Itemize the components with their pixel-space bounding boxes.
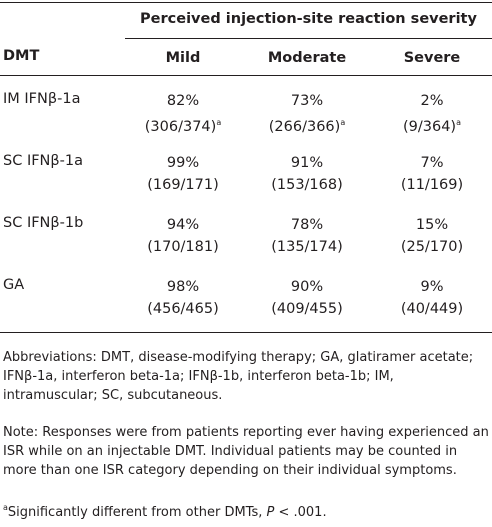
count: (9/364): [402, 119, 457, 135]
bottom-rule: [0, 332, 492, 333]
count-line: (25/170): [370, 236, 492, 258]
count: (170/181): [147, 239, 219, 255]
spanner: Perceived injection-site reaction severi…: [140, 11, 477, 27]
count-line: (306/374)a: [121, 112, 245, 138]
column-header: Mild: [165, 50, 201, 66]
cell: 82% (306/374)a: [121, 90, 245, 138]
count-line: (11/169): [370, 174, 492, 196]
superscript: a: [216, 118, 222, 127]
count: (40/449): [400, 301, 464, 317]
cell: 73% (266/366)a: [245, 90, 369, 138]
superscript: a: [340, 118, 346, 127]
spanner-rule: [125, 38, 492, 39]
superscript: a: [3, 503, 8, 512]
cell: 99% (169/171): [121, 152, 245, 196]
cell: 98% (456/465): [121, 276, 245, 320]
count-line: (40/449): [370, 298, 492, 320]
percent: 15%: [415, 217, 449, 233]
count: (169/171): [147, 177, 219, 193]
cell: 91% (153/168): [245, 152, 369, 196]
abbreviations: Abbreviations: DMT, disease-modifying th…: [3, 350, 474, 403]
count-line: (9/364)a: [370, 112, 492, 138]
percent: 7%: [420, 155, 444, 171]
text: Significantly different from other DMTs,: [7, 505, 267, 520]
column-header: DMT: [3, 48, 40, 64]
percent: 73%: [290, 93, 324, 109]
significance-note: aSignificantly different from other DMTs…: [3, 498, 489, 522]
dmt-name: SC IFNβ-1a: [3, 153, 83, 169]
count: (266/366): [268, 119, 341, 135]
count-line: (169/171): [121, 174, 245, 196]
cell: 90% (409/455): [245, 276, 369, 320]
top-rule: [0, 2, 492, 3]
cell: 15% (25/170): [370, 214, 492, 258]
percent: 9%: [420, 279, 444, 295]
count-line: (456/465): [121, 298, 245, 320]
count: (153/168): [271, 177, 343, 193]
count: (306/374): [144, 119, 217, 135]
count-line: (135/174): [245, 236, 369, 258]
cell: 9% (40/449): [370, 276, 492, 320]
column-header: Moderate: [267, 50, 347, 66]
count-line: (170/181): [121, 236, 245, 258]
superscript: a: [456, 118, 461, 127]
count: (409/455): [271, 301, 343, 317]
count-line: (409/455): [245, 298, 369, 320]
percent: 91%: [290, 155, 324, 171]
text: < .001.: [274, 505, 327, 520]
cell: 2% (9/364)a: [370, 90, 492, 138]
cell: 94% (170/181): [121, 214, 245, 258]
percent: 90%: [290, 279, 324, 295]
note: Note: Responses were from patients repor…: [3, 425, 489, 478]
column-header: Severe: [403, 50, 461, 66]
percent: 82%: [166, 93, 200, 109]
dmt-name: SC IFNβ-1b: [3, 215, 84, 231]
percent: 2%: [420, 93, 444, 109]
percent: 99%: [166, 155, 200, 171]
count: (135/174): [271, 239, 343, 255]
dmt-name: IM IFNβ-1a: [3, 91, 81, 107]
cell: 7% (11/169): [370, 152, 492, 196]
header-rule: [0, 75, 492, 76]
percent: 78%: [290, 217, 324, 233]
count: (25/170): [400, 239, 464, 255]
cell: 78% (135/174): [245, 214, 369, 258]
count-line: (153/168): [245, 174, 369, 196]
percent: 98%: [166, 279, 200, 295]
count: (11/169): [400, 177, 464, 193]
dmt-name: GA: [3, 277, 25, 293]
count-line: (266/366)a: [245, 112, 369, 138]
percent: 94%: [166, 217, 200, 233]
count: (456/465): [147, 301, 219, 317]
p-symbol: P: [266, 505, 275, 520]
